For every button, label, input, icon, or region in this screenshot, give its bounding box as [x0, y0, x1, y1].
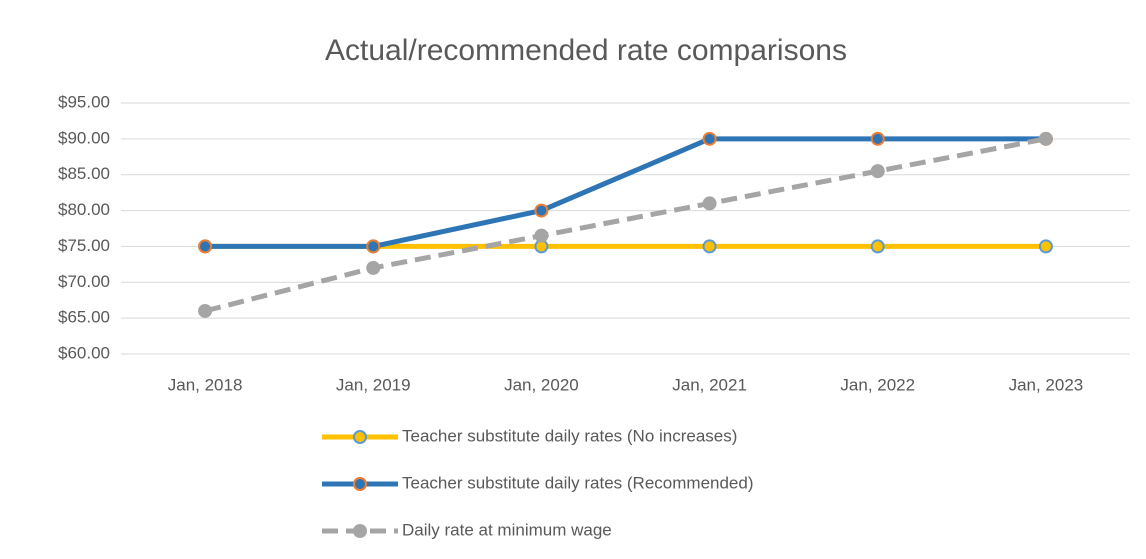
series-marker — [366, 260, 381, 275]
series-marker — [870, 131, 885, 146]
y-tick-label: $90.00 — [58, 128, 110, 147]
series-marker — [1038, 239, 1053, 254]
legend-marker — [353, 477, 367, 491]
series-marker — [702, 196, 717, 211]
y-tick-label: $65.00 — [58, 308, 110, 327]
y-tick-label: $85.00 — [58, 164, 110, 183]
series-marker — [870, 164, 885, 179]
legend-label: Daily rate at minimum wage — [402, 520, 612, 539]
y-tick-label: $95.00 — [58, 92, 110, 111]
x-tick-label: Jan, 2022 — [840, 375, 915, 394]
legend-label: Teacher substitute daily rates (No incre… — [402, 426, 737, 445]
y-tick-label: $80.00 — [58, 200, 110, 219]
x-tick-label: Jan, 2021 — [672, 375, 747, 394]
legend-label: Teacher substitute daily rates (Recommen… — [402, 473, 754, 492]
series-marker — [198, 239, 213, 254]
x-tick-label: Jan, 2019 — [336, 375, 411, 394]
y-tick-label: $70.00 — [58, 272, 110, 291]
series-line — [204, 136, 1047, 314]
series-marker — [702, 131, 717, 146]
series-marker — [1038, 131, 1053, 146]
y-tick-label: $75.00 — [58, 236, 110, 255]
y-tick-label: $60.00 — [58, 343, 110, 362]
series-marker — [534, 203, 549, 218]
x-tick-label: Jan, 2018 — [168, 375, 243, 394]
legend-marker — [353, 524, 367, 538]
chart-title: Actual/recommended rate comparisons — [325, 34, 847, 67]
series-line — [205, 136, 1046, 249]
x-tick-label: Jan, 2020 — [504, 375, 579, 394]
series-marker — [702, 239, 717, 254]
series-marker — [534, 228, 549, 243]
legend-marker — [353, 430, 367, 444]
series-marker — [366, 239, 381, 254]
x-tick-label: Jan, 2023 — [1009, 375, 1084, 394]
series-marker — [198, 303, 213, 318]
series-marker — [870, 239, 885, 254]
